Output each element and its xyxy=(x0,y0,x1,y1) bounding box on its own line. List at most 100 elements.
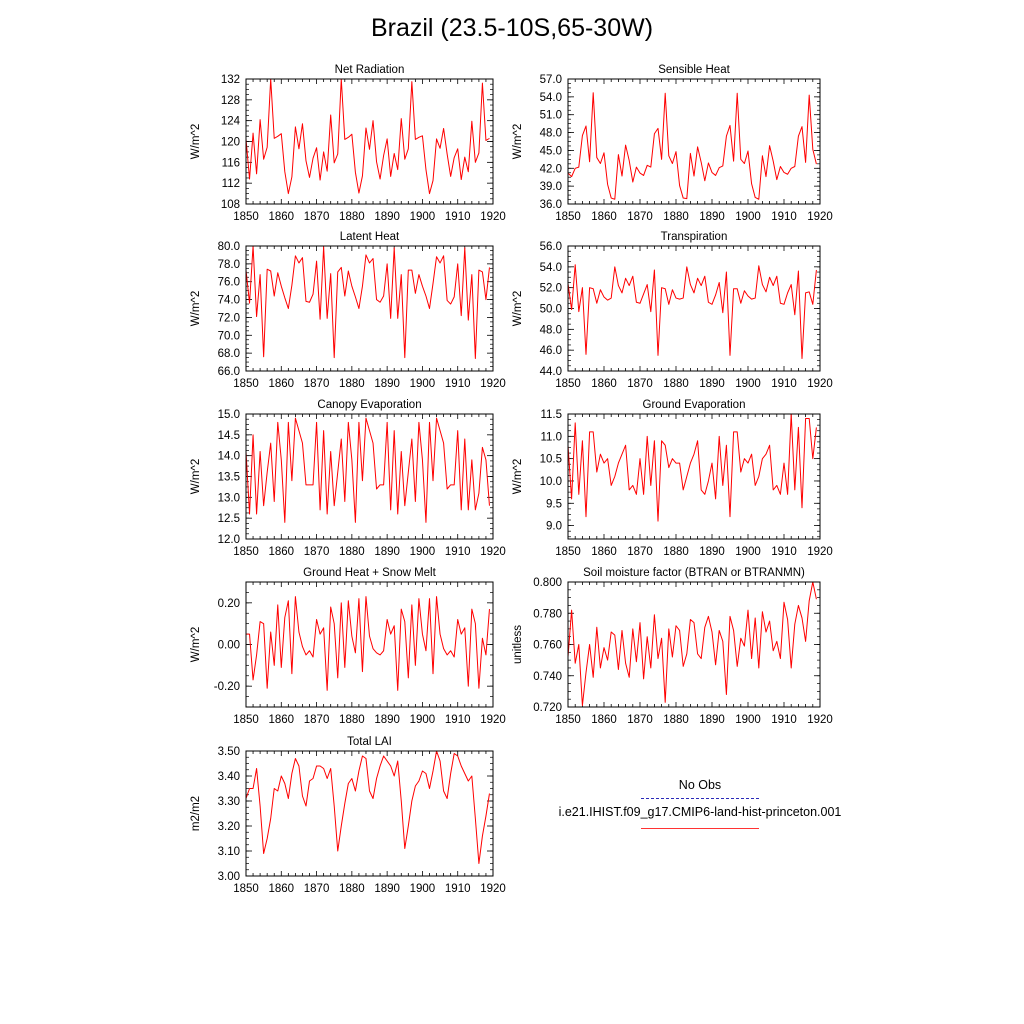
x-tick-label: 1880 xyxy=(663,211,689,223)
x-tick-label: 1910 xyxy=(445,546,471,558)
x-tick-label: 1850 xyxy=(233,211,259,223)
x-tick-label: 1900 xyxy=(735,378,761,390)
y-tick-label: 128 xyxy=(221,95,240,107)
y-tick-label: 3.40 xyxy=(218,771,240,783)
x-tick-label: 1900 xyxy=(410,714,436,726)
x-tick-label: 1870 xyxy=(304,211,330,223)
legend-obs-label: No Obs xyxy=(678,778,722,792)
y-tick-label: 0.800 xyxy=(533,577,562,589)
y-axis-label: W/m^2 xyxy=(512,291,524,326)
y-tick-label: 11.0 xyxy=(540,431,562,443)
panel-3: Transpiration W/m^2 1850 1860 1870 1880 1890 19… xyxy=(512,231,833,390)
series-line xyxy=(246,596,490,691)
x-tick-label: 1910 xyxy=(445,378,471,390)
series-line xyxy=(567,264,817,359)
panel-title: Ground Evaporation xyxy=(643,399,746,411)
panel-2: Latent Heat W/m^2 1850 1860 1870 1880 1890 1900… xyxy=(190,231,506,390)
x-tick-label: 1870 xyxy=(304,378,330,390)
y-tick-label: 0.00 xyxy=(218,640,240,652)
y-tick-label: 76.0 xyxy=(218,277,240,289)
y-tick-label: 54.0 xyxy=(540,262,562,274)
y-axis-label: unitless xyxy=(512,625,524,664)
y-tick-label: 66.0 xyxy=(218,366,240,378)
y-tick-label: 14.5 xyxy=(218,430,240,442)
y-tick-label: 14.0 xyxy=(218,451,240,463)
y-axis-label: m2/m2 xyxy=(190,796,202,831)
y-tick-label: 132 xyxy=(221,74,240,86)
x-tick-label: 1900 xyxy=(410,883,436,895)
x-tick-label: 1890 xyxy=(374,546,400,558)
x-tick-label: 1850 xyxy=(555,211,581,223)
panel-title: Soil moisture factor (BTRAN or BTRANMN) xyxy=(583,567,805,579)
panel-title: Latent Heat xyxy=(340,231,400,243)
x-tick-label: 1920 xyxy=(807,546,833,558)
y-tick-label: 36.0 xyxy=(540,199,562,211)
panel-title: Net Radiation xyxy=(335,64,405,76)
figure-title: Brazil (23.5-10S,65-30W) xyxy=(370,14,654,42)
y-tick-label: 10.5 xyxy=(540,454,562,466)
x-tick-label: 1860 xyxy=(268,883,294,895)
x-tick-label: 1850 xyxy=(555,714,581,726)
x-tick-label: 1890 xyxy=(699,546,725,558)
x-tick-label: 1910 xyxy=(445,211,471,223)
y-tick-label: 48.0 xyxy=(540,128,562,140)
legend: No Obs i.e21.IHIST.f09_g17.CMIP6-land-hi… xyxy=(520,778,880,829)
x-tick-label: 1920 xyxy=(480,883,506,895)
y-tick-label: 3.00 xyxy=(218,871,240,883)
x-tick-label: 1900 xyxy=(410,546,436,558)
x-tick-label: 1880 xyxy=(339,378,365,390)
y-tick-label: 3.30 xyxy=(218,796,240,808)
x-tick-label: 1890 xyxy=(699,378,725,390)
y-axis-label: W/m^2 xyxy=(190,459,202,494)
x-tick-label: 1880 xyxy=(339,714,365,726)
series-line xyxy=(567,413,817,522)
series-line xyxy=(245,245,490,359)
y-tick-label: 0.740 xyxy=(533,671,562,683)
y-axis-label: W/m^2 xyxy=(190,291,202,326)
y-tick-label: 52.0 xyxy=(540,283,562,295)
y-tick-label: 70.0 xyxy=(218,330,240,342)
legend-case-line xyxy=(641,828,759,829)
x-tick-label: 1860 xyxy=(268,714,294,726)
x-tick-label: 1860 xyxy=(268,211,294,223)
x-tick-label: 1860 xyxy=(268,378,294,390)
panel-title: Ground Heat + Snow Melt xyxy=(303,567,436,579)
series-line xyxy=(245,750,490,864)
x-tick-label: 1850 xyxy=(233,378,259,390)
panel-8: Total LAI m2/m2 1850 1860 1870 1880 1890 1900 19… xyxy=(190,736,506,895)
y-tick-label: 112 xyxy=(222,178,240,190)
x-tick-label: 1870 xyxy=(304,883,330,895)
x-tick-label: 1920 xyxy=(480,378,506,390)
y-tick-label: 78.0 xyxy=(218,259,240,271)
panel-6: Ground Heat + Snow Melt W/m^2 1850 1860 1870… xyxy=(190,567,506,726)
x-tick-label: 1890 xyxy=(374,714,400,726)
y-tick-label: 54.0 xyxy=(540,92,562,104)
panel-title: Transpiration xyxy=(661,231,728,243)
panel-4: Canopy Evaporation W/m^2 1850 1860 1870 1880 1… xyxy=(190,399,506,558)
x-tick-label: 1920 xyxy=(807,714,833,726)
plot-frame xyxy=(245,245,494,372)
x-tick-label: 1900 xyxy=(410,378,436,390)
plot-frame xyxy=(245,413,494,540)
x-tick-label: 1850 xyxy=(555,546,581,558)
x-tick-label: 1870 xyxy=(627,378,653,390)
y-tick-label: 9.5 xyxy=(546,498,562,510)
panel-0: Net Radiation W/m^2 1850 1860 1870 1880 1890 19… xyxy=(190,64,506,223)
panel-title: Total LAI xyxy=(347,736,392,748)
series-line xyxy=(567,581,817,706)
panel-5: Ground Evaporation W/m^2 1850 1860 1870 1880 1… xyxy=(512,399,833,558)
x-tick-label: 1870 xyxy=(304,546,330,558)
x-tick-label: 1910 xyxy=(771,546,797,558)
y-axis-label: W/m^2 xyxy=(512,459,524,494)
plot-frame xyxy=(245,750,494,877)
x-tick-label: 1890 xyxy=(374,883,400,895)
x-tick-label: 1880 xyxy=(663,714,689,726)
y-tick-label: 57.0 xyxy=(540,74,562,86)
y-axis-label: W/m^2 xyxy=(190,124,202,159)
x-tick-label: 1920 xyxy=(480,714,506,726)
x-tick-label: 1880 xyxy=(339,546,365,558)
y-tick-label: 0.780 xyxy=(533,608,562,620)
panel-title: Sensible Heat xyxy=(658,64,730,76)
plot-frame xyxy=(567,581,821,708)
